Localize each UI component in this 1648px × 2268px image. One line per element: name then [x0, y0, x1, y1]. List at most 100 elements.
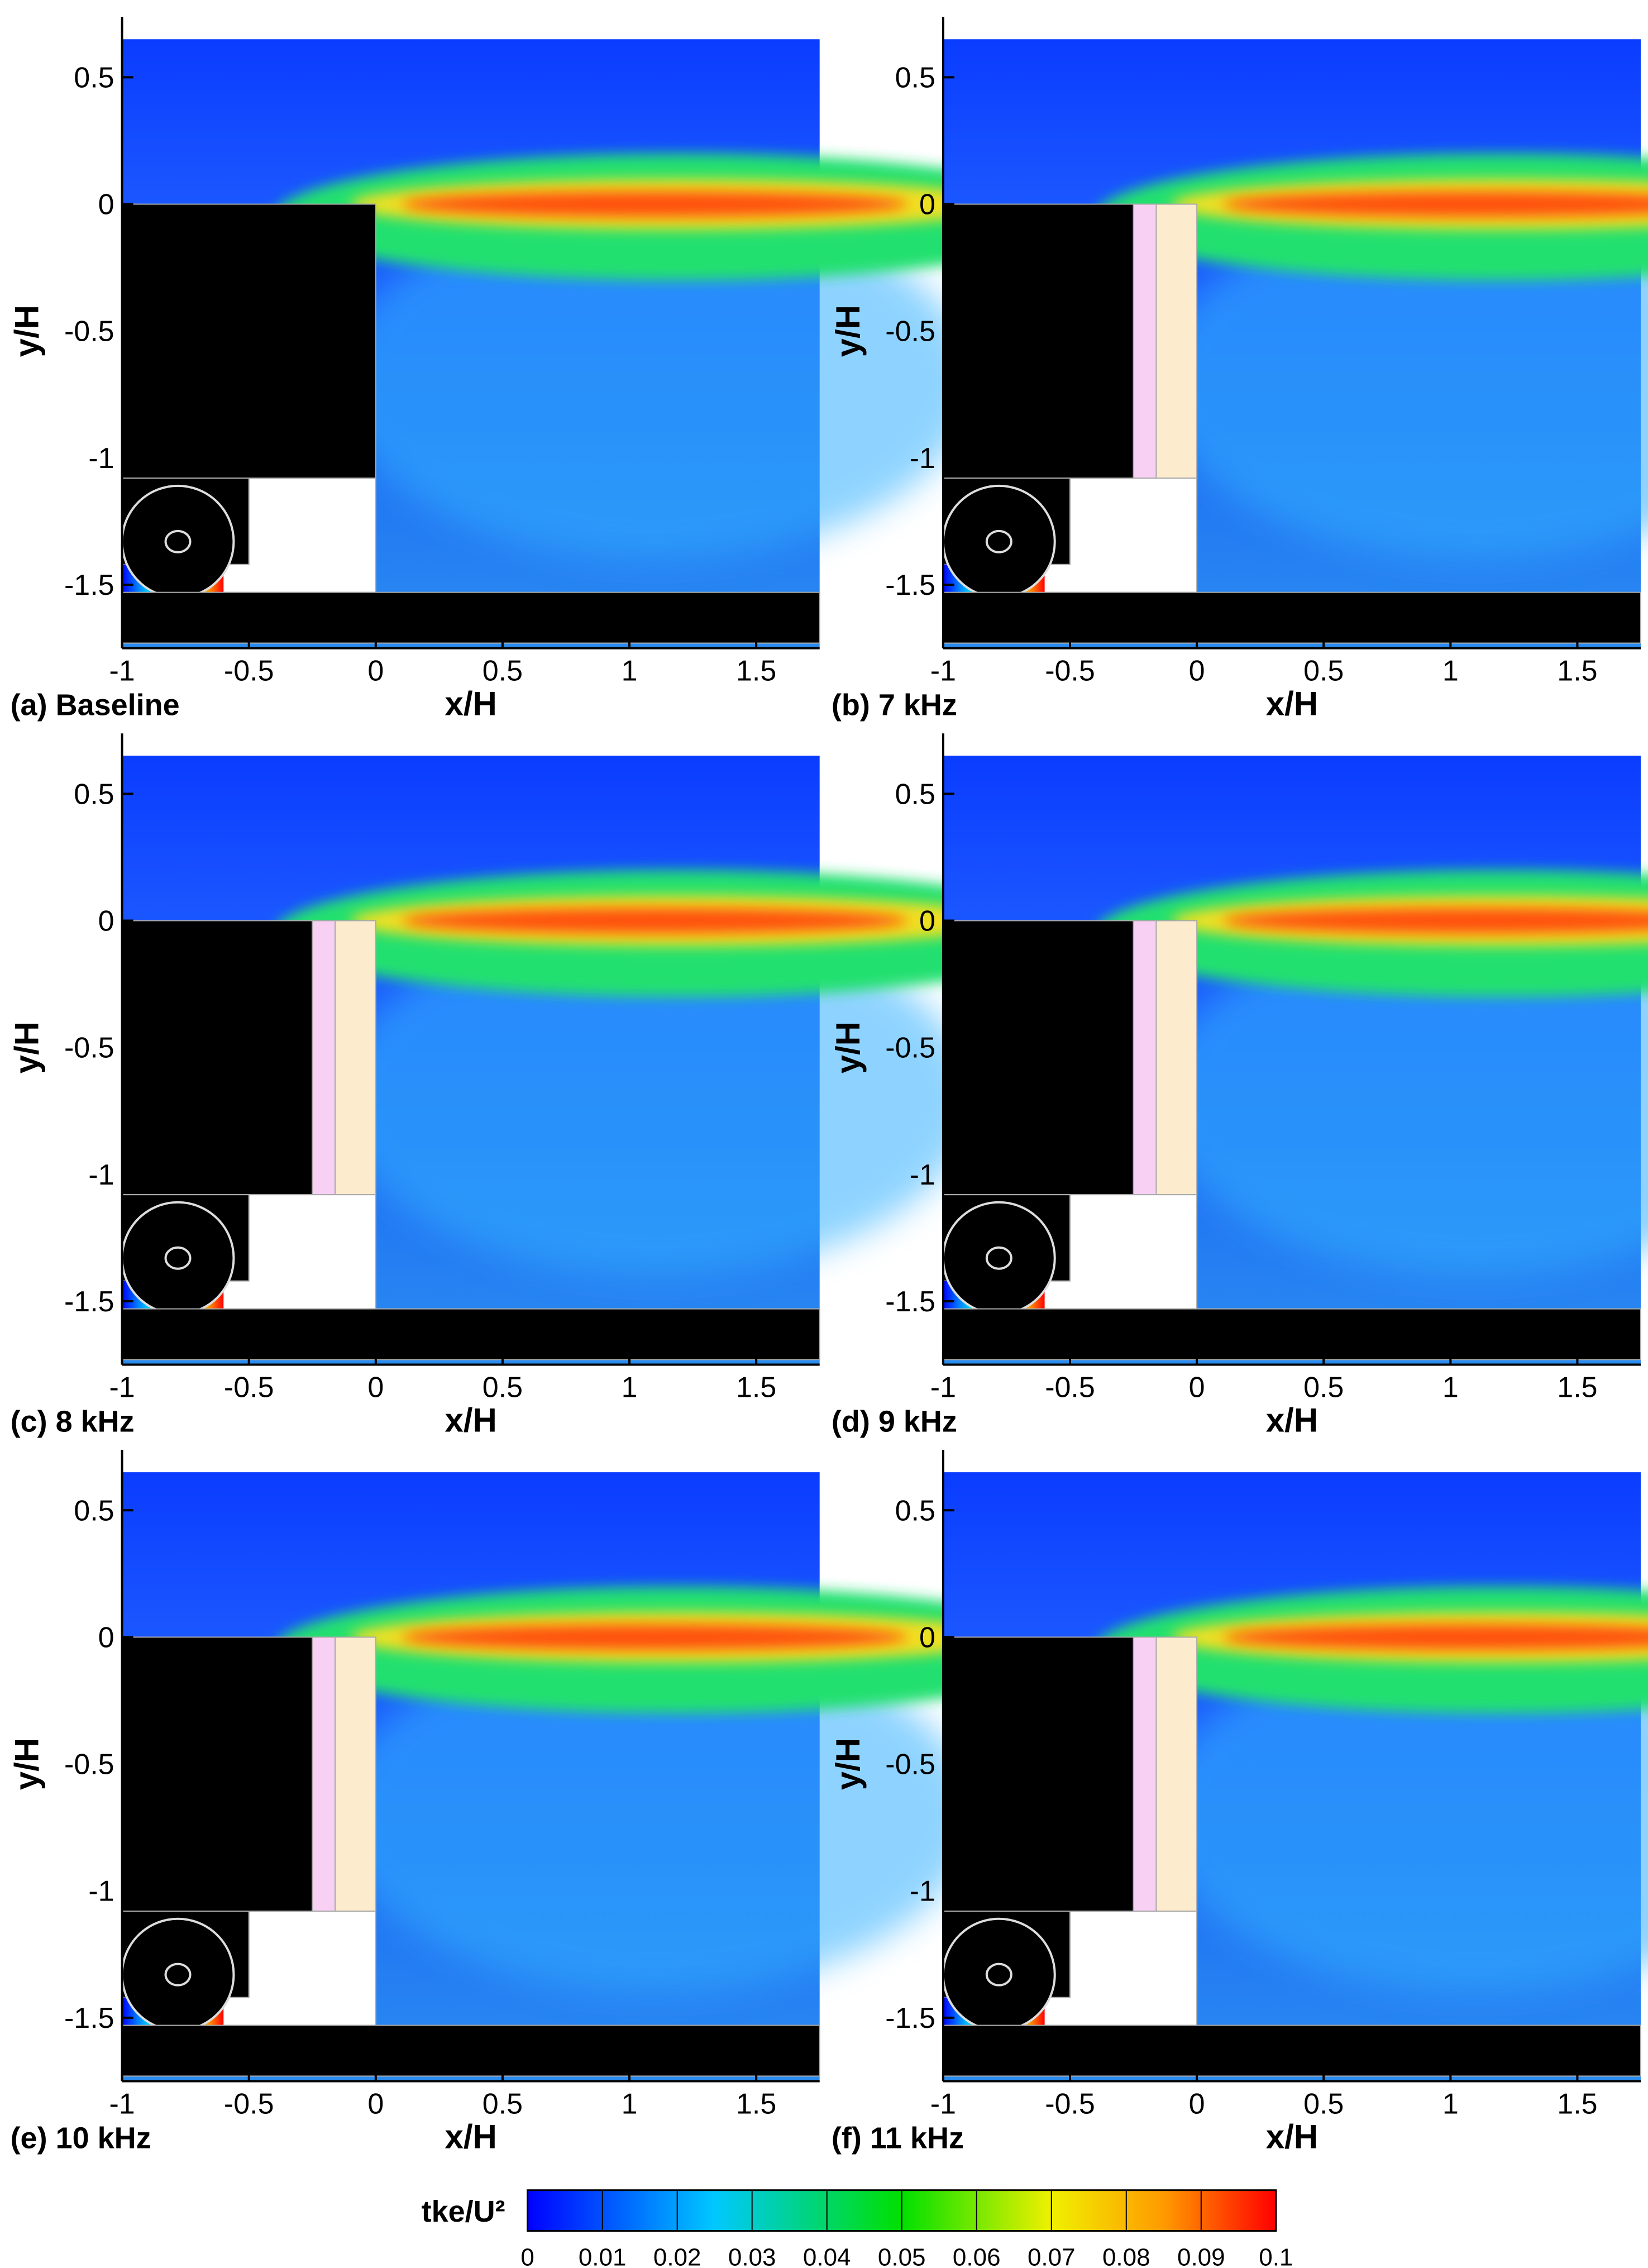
y-tick-label: -0.5 [885, 316, 935, 348]
panel-label: (d) 9 kHz [832, 1405, 957, 1439]
y-tick-label: -0.5 [885, 1032, 935, 1064]
hub [164, 529, 192, 553]
x-tick-label: -0.5 [1045, 2088, 1095, 2120]
x-tick-label: 0 [1189, 2088, 1205, 2120]
panel-label: (e) 10 kHz [11, 2121, 151, 2155]
ground [121, 1308, 820, 1360]
y-tick-label: -1.5 [885, 2002, 935, 2035]
x-tick-label: 0.5 [1303, 1372, 1344, 1404]
x-axis-label: x/H [1266, 2118, 1318, 2155]
hub [985, 529, 1012, 553]
x-tick-label: 0.5 [483, 2088, 523, 2120]
colorbar-tick-label: 0 [520, 2244, 534, 2268]
panel-label: (a) Baseline [11, 689, 180, 722]
colorbar-tick-label: 0.03 [728, 2244, 776, 2268]
x-tick-label: -1 [930, 655, 956, 687]
y-axis-label: y/H [829, 305, 867, 357]
panel: -1 -0.5 0 0.5 1 1.5 0.5 0 -0.5 -1 -1.5 x/H y/H (b) 7 … [829, 17, 1648, 723]
y-tick-label: -1 [88, 1875, 114, 1908]
flap-beige [1155, 1636, 1198, 1912]
y-tick-label: 0.5 [895, 778, 935, 810]
panel: -1 -0.5 0 0.5 1 1.5 0.5 0 -0.5 -1 -1.5 x/H y/H (f) 11… [829, 1450, 1648, 2155]
x-tick-label: 0 [367, 2088, 384, 2120]
wake-region [337, 920, 972, 1276]
colorbar-tick-label: 0.04 [803, 2244, 851, 2268]
wake-region [1159, 920, 1648, 1276]
hub [985, 1963, 1012, 1987]
x-tick-label: 1 [1442, 655, 1459, 687]
colorbar-tick-label: 0.1 [1259, 2244, 1293, 2268]
y-tick-label: 0 [98, 189, 114, 221]
x-tick-label: 0 [367, 1372, 384, 1404]
panel-label: (f) 11 kHz [832, 2121, 964, 2155]
x-tick-label: 1 [622, 655, 638, 687]
x-tick-label: 1.5 [736, 2088, 776, 2120]
x-tick-label: 1.5 [736, 655, 776, 687]
panel-label: (c) 8 kHz [11, 1405, 135, 1439]
ground [942, 591, 1641, 644]
wheel [121, 1201, 235, 1315]
wake-region [1159, 1637, 1648, 1993]
wheel [121, 484, 235, 599]
y-tick-label: 0.5 [74, 1495, 114, 1527]
colorbar-tick-label: 0.05 [878, 2244, 926, 2268]
wheel [942, 1201, 1056, 1315]
x-tick-label: -1 [930, 2088, 956, 2120]
x-tick-label: 0 [367, 655, 384, 687]
body [942, 203, 1134, 479]
x-tick-label: 1 [1442, 1372, 1459, 1404]
wheel [942, 1917, 1056, 2032]
shear-core [401, 191, 909, 217]
y-tick-label: 0.5 [895, 61, 935, 94]
y-tick-label: -1.5 [64, 569, 114, 601]
hub [164, 1963, 192, 1987]
y-tick-label: 0.5 [74, 778, 114, 810]
x-tick-label: 1.5 [1557, 655, 1597, 687]
y-tick-label: 0 [98, 1621, 114, 1654]
x-tick-label: -1 [109, 655, 135, 687]
colorbar-tick-label: 0.07 [1028, 2244, 1076, 2268]
x-tick-label: 0.5 [1303, 2088, 1344, 2120]
wake-region [337, 1637, 972, 1993]
y-tick-label: -1 [910, 1159, 935, 1191]
y-axis-label: y/H [8, 1738, 46, 1790]
y-tick-label: 0.5 [895, 1495, 935, 1527]
colorbar-tick-label: 0.02 [653, 2244, 701, 2268]
x-tick-label: -0.5 [1045, 1372, 1095, 1404]
shear-core [1222, 908, 1648, 934]
y-tick-label: -1 [910, 442, 935, 475]
body [121, 920, 313, 1196]
ground [121, 2025, 820, 2077]
flap-pink [1133, 1636, 1157, 1912]
y-tick-label: 0.5 [74, 61, 114, 94]
x-tick-label: 0.5 [483, 655, 523, 687]
y-tick-label: -1 [88, 1159, 114, 1191]
x-tick-label: 1.5 [736, 1372, 776, 1404]
colorbar-tick-label: 0.09 [1177, 2244, 1225, 2268]
panel: -1 -0.5 0 0.5 1 1.5 0.5 0 -0.5 -1 -1.5 x/H y/H (e) 10… [8, 1450, 1086, 2155]
y-axis-label: y/H [829, 1738, 867, 1790]
shear-core [401, 1624, 909, 1650]
x-tick-label: -0.5 [224, 655, 274, 687]
y-tick-label: 0 [919, 905, 935, 937]
y-tick-label: 0 [919, 189, 935, 221]
ground [942, 1308, 1641, 1360]
y-tick-label: 0 [98, 905, 114, 937]
shear-core [1222, 1624, 1648, 1650]
colorbar-tick-label: 0.01 [579, 2244, 627, 2268]
x-tick-label: 0.5 [1303, 655, 1344, 687]
body [942, 920, 1134, 1196]
wheel [121, 1917, 235, 2032]
y-tick-label: -1.5 [885, 1286, 935, 1318]
x-tick-label: 0 [1189, 655, 1205, 687]
flap-beige [335, 1636, 376, 1912]
panel: -1 -0.5 0 0.5 1 1.5 0.5 0 -0.5 -1 -1.5 x/H y/H (a) Ba… [8, 17, 1086, 723]
y-tick-label: -0.5 [885, 1749, 935, 1781]
x-tick-label: 1.5 [1557, 1372, 1597, 1404]
body [121, 203, 376, 479]
panel: -1 -0.5 0 0.5 1 1.5 0.5 0 -0.5 -1 -1.5 x/H y/H (c) 8 … [8, 733, 1086, 1439]
x-tick-label: 1 [1442, 2088, 1459, 2120]
x-tick-label: -0.5 [224, 2088, 274, 2120]
y-tick-label: -0.5 [64, 316, 114, 348]
x-axis-label: x/H [1266, 1402, 1318, 1439]
